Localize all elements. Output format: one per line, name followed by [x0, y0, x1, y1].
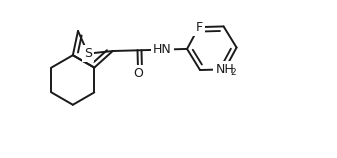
Text: F: F — [195, 21, 203, 34]
Text: NH: NH — [215, 63, 234, 76]
Text: 2: 2 — [231, 68, 236, 77]
Text: S: S — [84, 47, 92, 60]
Text: HN: HN — [153, 43, 172, 56]
Text: O: O — [133, 67, 143, 80]
